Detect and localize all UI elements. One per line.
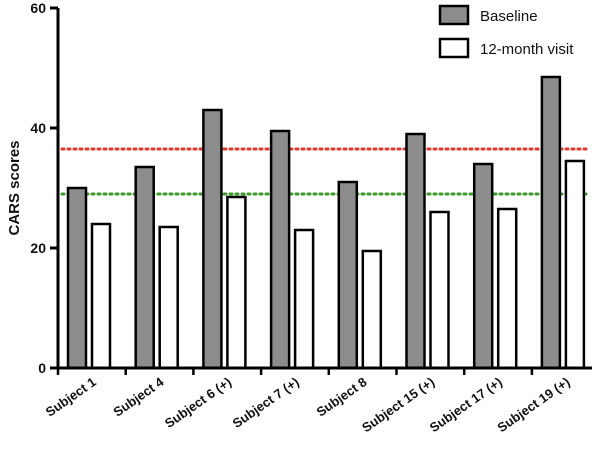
y-axis-title: CARS scores [6,140,23,235]
bar-baseline-5 [337,180,359,370]
x-tick-label: Subject 19 (+) [494,374,572,435]
bar-baseline-4 [269,129,291,370]
legend-swatch-12-month [438,37,470,59]
bar-12-month-8 [564,159,586,370]
legend-swatch-baseline [438,4,470,26]
y-tick-label: 20 [30,240,46,256]
bar-baseline-7 [472,162,494,370]
x-tick-label: Subject 8 [314,374,370,419]
x-tick-label: Subject 1 [43,374,99,419]
bar-baseline-1 [66,186,88,370]
bar-baseline-3 [202,108,223,370]
bar-baseline-8 [540,75,562,370]
bar-12-month-3 [226,195,247,370]
y-tick-label: 40 [30,120,46,136]
bar-12-month-5 [361,249,383,370]
bar-12-month-1 [90,222,112,370]
legend-label-baseline: Baseline [480,8,538,25]
bar-12-month-7 [496,207,518,370]
x-tick-label: Subject 17 (+) [427,374,505,435]
y-tick-label: 0 [38,360,46,376]
bar-12-month-2 [158,225,179,370]
bar-baseline-6 [405,132,426,370]
bar-12-month-4 [293,228,315,370]
x-tick-label: Subject 7 (+) [230,374,302,431]
y-tick-label: 60 [30,0,46,16]
bar-12-month-6 [429,210,450,370]
x-tick-label: Subject 4 [110,374,167,420]
legend: Baseline 12-month visit [438,4,574,59]
x-tick-label: Subject 15 (+) [359,374,437,435]
x-tick-label: Subject 6 (+) [162,374,234,431]
bar-baseline-2 [134,165,155,370]
legend-label-12-month: 12-month visit [480,41,574,58]
